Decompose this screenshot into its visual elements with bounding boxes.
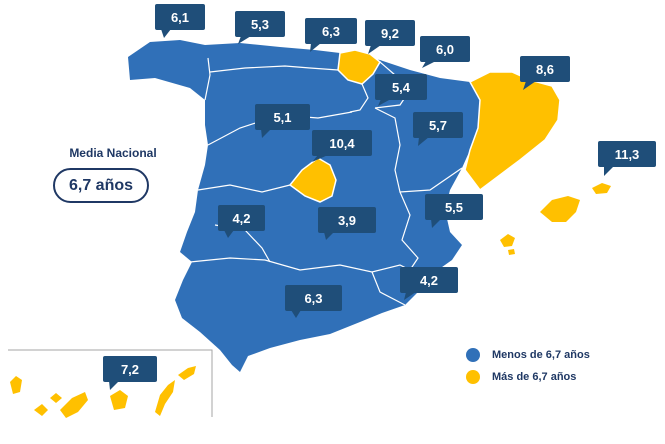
callout-value: 6,0 <box>436 42 454 57</box>
callout-asturias: 5,3 <box>235 11 285 44</box>
callout-value: 11,3 <box>615 147 640 162</box>
pais-vasco-region <box>337 49 381 85</box>
callout-canarias: 7,2 <box>103 356 157 390</box>
la-gomera-island <box>50 393 62 403</box>
legend-above-dot-icon <box>466 370 480 384</box>
callout-navarra: 6,0 <box>420 36 470 68</box>
callout-aragon: 5,7 <box>413 112 463 146</box>
callout-pointer <box>312 155 328 162</box>
callout-cataluna: 8,6 <box>520 56 570 90</box>
callout-value: 7,2 <box>121 362 139 377</box>
callout-box <box>413 112 463 138</box>
mainland-spain <box>128 40 480 372</box>
callout-box <box>420 36 470 62</box>
callout-box <box>235 11 285 37</box>
callout-box <box>312 130 372 156</box>
callout-pointer <box>238 36 251 44</box>
callout-value: 6,1 <box>171 10 189 25</box>
callout-value: 3,9 <box>338 213 356 228</box>
callout-baleares: 11,3 <box>598 141 656 176</box>
callout-value: 4,2 <box>420 273 438 288</box>
callout-box <box>218 205 265 231</box>
callout-box <box>520 56 570 82</box>
callout-pointer <box>368 45 381 54</box>
callout-galicia: 6,1 <box>155 4 205 38</box>
callout-value: 6,3 <box>304 291 322 306</box>
callout-valencia: 5,5 <box>425 194 483 228</box>
lanzarote-island <box>178 366 196 380</box>
callout-andalucia: 6,3 <box>285 285 342 318</box>
national-average-title: Media Nacional <box>69 146 157 160</box>
callout-box <box>305 18 357 44</box>
callout-castilla-leon: 5,1 <box>255 104 310 138</box>
callout-value: 5,1 <box>273 110 291 125</box>
callout-extremadura: 4,2 <box>218 205 265 238</box>
madrid-region <box>288 157 337 203</box>
map-legend: Menos de 6,7 años Más de 6,7 años <box>466 344 590 388</box>
callout-la-rioja: 5,4 <box>375 74 427 106</box>
tenerife-island <box>60 392 88 418</box>
callout-pointer <box>261 129 271 138</box>
callout-value: 5,3 <box>251 17 269 32</box>
callout-pointer <box>324 232 334 240</box>
la-palma-island <box>10 376 22 394</box>
cataluna-region <box>464 71 561 192</box>
callout-pointer <box>224 230 234 238</box>
callout-pointer <box>310 43 321 52</box>
callout-box <box>155 4 205 30</box>
ibiza-island <box>500 234 515 247</box>
legend-item-below: Menos de 6,7 años <box>466 344 590 366</box>
callout-pointer <box>291 310 301 318</box>
callout-box <box>103 356 157 382</box>
callout-value: 5,5 <box>445 200 463 215</box>
callout-pointer <box>378 99 391 106</box>
callout-value: 9,2 <box>381 26 399 41</box>
menorca-island <box>592 183 611 194</box>
legend-below-dot-icon <box>466 348 480 362</box>
mallorca-island <box>540 196 580 222</box>
callout-box <box>285 285 342 311</box>
legend-below-label: Menos de 6,7 años <box>492 349 590 361</box>
callout-pointer <box>109 381 119 390</box>
region-callouts: 6,1 5,3 6,3 9,2 6,0 5,4 5,7 8,6 5,1 10,4 11,3 4,2 3,… <box>103 4 656 390</box>
gran-canaria-island <box>110 390 128 410</box>
callout-murcia: 4,2 <box>400 267 458 300</box>
callout-cantabria: 6,3 <box>305 18 357 52</box>
callout-pointer <box>161 29 171 38</box>
callout-box <box>255 104 310 130</box>
callout-castilla-la-mancha: 3,9 <box>318 207 376 240</box>
callout-madrid: 10,4 <box>312 130 372 162</box>
callout-pointer <box>604 166 614 176</box>
canarias-inset-frame <box>8 349 213 417</box>
callout-pointer <box>404 292 416 300</box>
el-hierro-island <box>34 404 48 416</box>
callout-box <box>375 74 427 100</box>
callout-value: 4,2 <box>232 211 250 226</box>
callout-pointer <box>422 61 436 68</box>
callout-value: 8,6 <box>536 62 554 77</box>
callout-pointer <box>418 137 429 146</box>
callout-value: 5,4 <box>392 80 411 95</box>
callout-value: 10,4 <box>329 136 355 151</box>
legend-above-label: Más de 6,7 años <box>492 371 577 383</box>
formentera-island <box>508 249 515 255</box>
callout-pointer <box>431 219 441 228</box>
callout-box <box>425 194 483 220</box>
callout-pointer <box>523 81 536 90</box>
callout-box <box>400 267 458 293</box>
legend-item-above: Más de 6,7 años <box>466 366 590 388</box>
callout-box <box>365 20 415 46</box>
callout-box <box>318 207 376 233</box>
callout-box <box>598 141 656 167</box>
callout-pais-vasco: 9,2 <box>365 20 415 54</box>
callout-value: 6,3 <box>322 24 340 39</box>
national-average-value: 6,7 años <box>53 168 149 203</box>
callout-value: 5,7 <box>429 118 447 133</box>
fuerteventura-island <box>155 380 175 416</box>
